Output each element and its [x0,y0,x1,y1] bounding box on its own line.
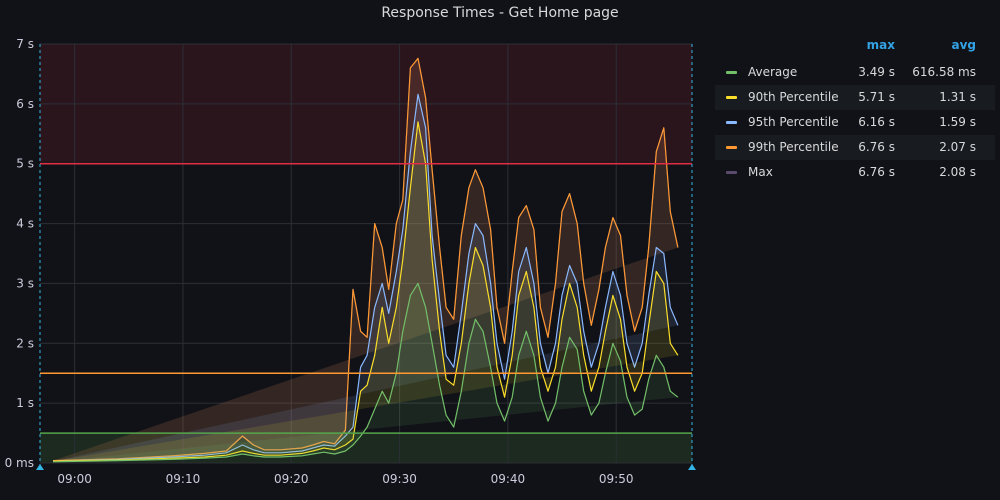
y-tick-label: 2 s [16,336,34,350]
legend-header-max[interactable]: max [866,38,895,52]
range-handle-end-icon[interactable] [688,464,696,470]
legend-swatch [726,171,737,174]
series-area-95th-percentile [53,94,678,462]
legend-series-name: Average [748,65,798,79]
x-tick-label: 09:30 [382,472,417,486]
legend-swatch [726,96,737,99]
legend-max-value: 5.71 s [858,90,895,104]
legend-row-95th-percentile[interactable]: 95th Percentile 6.16 s 1.59 s [715,110,995,135]
x-tick-label: 09:10 [166,472,201,486]
range-handle-start-icon[interactable] [36,464,44,470]
legend-row-99th-percentile[interactable]: 99th Percentile 6.76 s 2.07 s [715,135,995,160]
legend-max-value: 3.49 s [858,65,895,79]
x-tick-label: 09:40 [491,472,526,486]
series-area-90th-percentile [53,121,678,462]
legend-swatch [726,146,737,149]
x-tick-label: 09:00 [57,472,92,486]
y-tick-label: 5 s [16,157,34,171]
legend-swatch [726,121,737,124]
legend-series-name: 90th Percentile [748,90,839,104]
legend-series-name: Max [748,165,773,179]
y-tick-label: 1 s [16,396,34,410]
legend-avg-value: 2.08 s [939,165,976,179]
y-tick-label: 4 s [16,217,34,231]
legend-max-value: 6.16 s [858,115,895,129]
y-tick-label: 6 s [16,97,34,111]
series-line-99th-percentile[interactable] [52,57,679,462]
legend-avg-value: 1.31 s [939,90,976,104]
series-line-95th-percentile[interactable] [52,93,679,462]
series-line-average[interactable] [52,282,679,463]
legend-series-name: 95th Percentile [748,115,839,129]
legend-series-name: 99th Percentile [748,140,839,154]
response-times-chart[interactable]: 0 ms 1 s 2 s 3 s 4 s 5 s 6 s 7 s 09:00 09:10 09:20… [0,0,700,500]
legend-avg-value: 1.59 s [939,115,976,129]
y-tick-label: 7 s [16,37,34,51]
y-tick-label: 3 s [16,276,34,290]
legend-max-value: 6.76 s [858,140,895,154]
legend-header: max avg [715,38,995,60]
series-line-90th-percentile[interactable] [52,121,679,462]
legend-header-avg[interactable]: avg [951,38,976,52]
legend-row-90th-percentile[interactable]: 90th Percentile 5.71 s 1.31 s [715,85,995,110]
x-tick-label: 09:20 [274,472,309,486]
y-tick-label: 0 ms [5,456,34,470]
legend-avg-value: 2.07 s [939,140,976,154]
x-tick-label: 09:50 [599,472,634,486]
panel-title[interactable]: Response Times - Get Home page [381,5,619,21]
legend-row-average[interactable]: Average 3.49 s 616.58 ms [715,60,995,85]
legend-avg-value: 616.58 ms [912,65,976,79]
legend-swatch [726,71,737,74]
legend-row-max[interactable]: Max 6.76 s 2.08 s [715,160,995,185]
legend: max avg Average 3.49 s 616.58 ms 90th Pe… [715,38,995,185]
legend-max-value: 6.76 s [858,165,895,179]
